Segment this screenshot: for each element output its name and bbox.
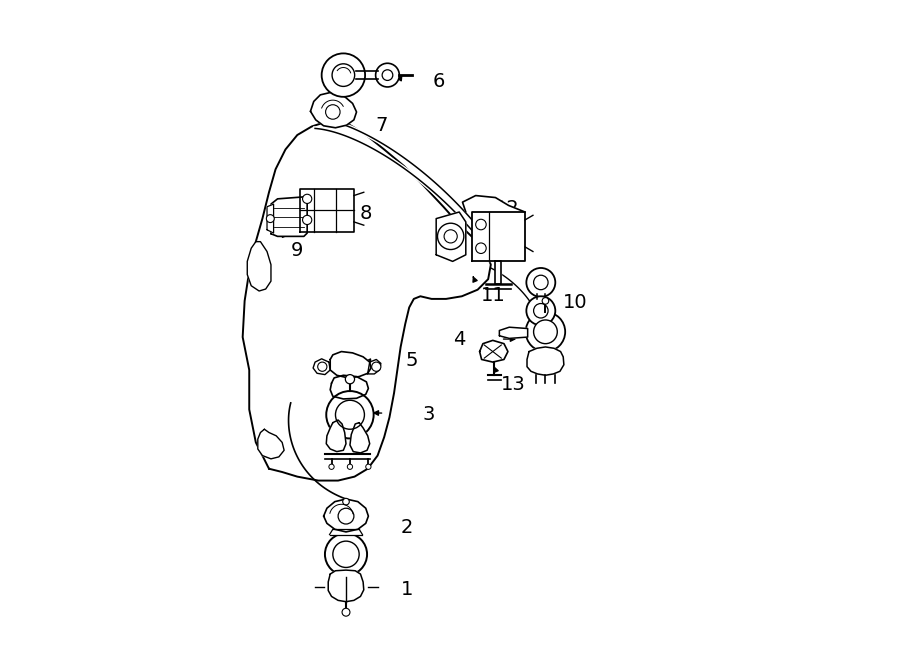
Circle shape: [526, 296, 555, 325]
Polygon shape: [257, 429, 284, 459]
Polygon shape: [243, 121, 491, 481]
Text: 13: 13: [501, 375, 526, 394]
Circle shape: [326, 104, 340, 119]
Text: 2: 2: [400, 518, 413, 537]
Circle shape: [476, 219, 486, 230]
Polygon shape: [537, 294, 544, 299]
Text: 8: 8: [360, 204, 373, 223]
Text: 12: 12: [495, 199, 519, 218]
Circle shape: [333, 541, 359, 567]
Polygon shape: [350, 422, 370, 453]
Circle shape: [542, 297, 549, 304]
Circle shape: [365, 464, 371, 469]
Polygon shape: [327, 420, 346, 451]
Polygon shape: [463, 196, 525, 212]
Polygon shape: [325, 454, 370, 458]
Polygon shape: [330, 375, 368, 399]
Circle shape: [444, 230, 457, 243]
Text: 7: 7: [375, 116, 388, 135]
Circle shape: [437, 223, 464, 250]
Circle shape: [534, 303, 548, 318]
Text: 9: 9: [291, 241, 303, 260]
Circle shape: [476, 243, 486, 253]
Circle shape: [375, 63, 400, 87]
Circle shape: [343, 498, 349, 505]
Text: 6: 6: [432, 72, 445, 91]
Polygon shape: [329, 529, 363, 535]
Text: 5: 5: [405, 350, 418, 369]
Circle shape: [534, 275, 548, 290]
Circle shape: [346, 375, 355, 384]
Circle shape: [328, 464, 334, 469]
Polygon shape: [248, 242, 271, 291]
Circle shape: [325, 533, 367, 575]
Text: 4: 4: [454, 330, 465, 348]
Polygon shape: [436, 212, 466, 261]
Circle shape: [336, 401, 364, 429]
Circle shape: [372, 362, 381, 371]
Polygon shape: [495, 261, 501, 284]
Polygon shape: [367, 360, 381, 374]
Circle shape: [318, 362, 327, 371]
Circle shape: [302, 194, 311, 204]
Polygon shape: [472, 212, 525, 261]
Polygon shape: [324, 499, 368, 532]
Circle shape: [321, 54, 365, 97]
Polygon shape: [330, 352, 371, 378]
Circle shape: [347, 464, 353, 469]
Polygon shape: [313, 359, 330, 375]
Polygon shape: [527, 347, 564, 375]
Circle shape: [327, 391, 374, 438]
Circle shape: [266, 215, 274, 223]
Text: 1: 1: [400, 580, 413, 599]
Text: 11: 11: [481, 286, 506, 305]
Circle shape: [342, 608, 350, 616]
Polygon shape: [500, 327, 527, 338]
Polygon shape: [480, 340, 508, 362]
Circle shape: [338, 508, 354, 524]
Text: 10: 10: [563, 293, 588, 313]
Circle shape: [526, 268, 555, 297]
Polygon shape: [271, 197, 307, 237]
Polygon shape: [310, 93, 356, 128]
Polygon shape: [267, 204, 274, 233]
Circle shape: [526, 312, 565, 352]
Text: 3: 3: [422, 405, 435, 424]
Polygon shape: [300, 189, 354, 232]
Circle shape: [382, 70, 392, 81]
Circle shape: [302, 215, 311, 225]
Polygon shape: [328, 570, 364, 602]
Circle shape: [332, 64, 355, 87]
Polygon shape: [356, 71, 378, 79]
Circle shape: [534, 320, 557, 344]
